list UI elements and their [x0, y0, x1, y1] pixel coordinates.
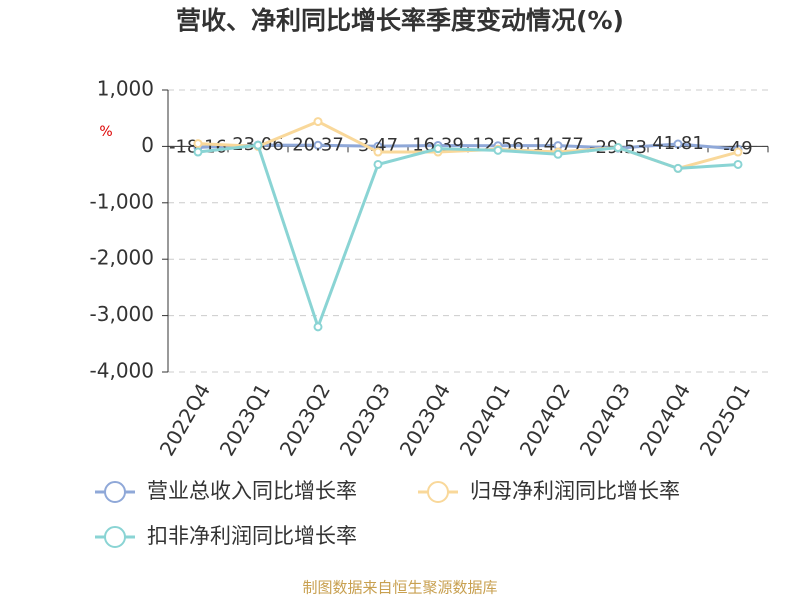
data-point [373, 147, 383, 157]
data-point [733, 159, 743, 169]
legend-marker [427, 481, 449, 503]
data-point [493, 145, 503, 155]
data-point [313, 140, 323, 150]
data-point [613, 143, 623, 153]
data-label: 20.37 [292, 134, 344, 155]
y-tick-label: -4,000 [90, 359, 154, 383]
y-tick-label: 0 [141, 133, 154, 157]
legend-label: 归母净利润同比增长率 [470, 479, 680, 503]
y-tick-label: 1,000 [97, 77, 154, 101]
data-point [373, 159, 383, 169]
data-point [313, 322, 323, 332]
series-line [197, 143, 739, 332]
data-point [553, 149, 563, 159]
data-point [673, 139, 683, 149]
data-point [433, 144, 443, 154]
y-tick-label: -2,000 [90, 246, 154, 270]
data-point [193, 147, 203, 157]
data-point [313, 117, 323, 127]
data-point [673, 163, 683, 173]
legend-marker [104, 481, 126, 503]
legend-marker [104, 526, 126, 548]
y-tick-label: -3,000 [90, 302, 154, 326]
data-point [193, 139, 203, 149]
data-point [253, 140, 263, 150]
series-line [197, 142, 739, 151]
legend-label: 营业总收入同比增长率 [147, 479, 357, 503]
data-label: 41.81 [652, 133, 704, 154]
y-tick-label: -1,000 [90, 189, 154, 213]
legend-label: 扣非净利润同比增长率 [147, 524, 357, 548]
y-axis-label: % [99, 124, 112, 140]
source-note: 制图数据来自恒生聚源数据库 [302, 579, 497, 597]
chart-title: 营收、净利同比增长率季度变动情况(%) [176, 6, 624, 35]
data-point [733, 147, 743, 157]
